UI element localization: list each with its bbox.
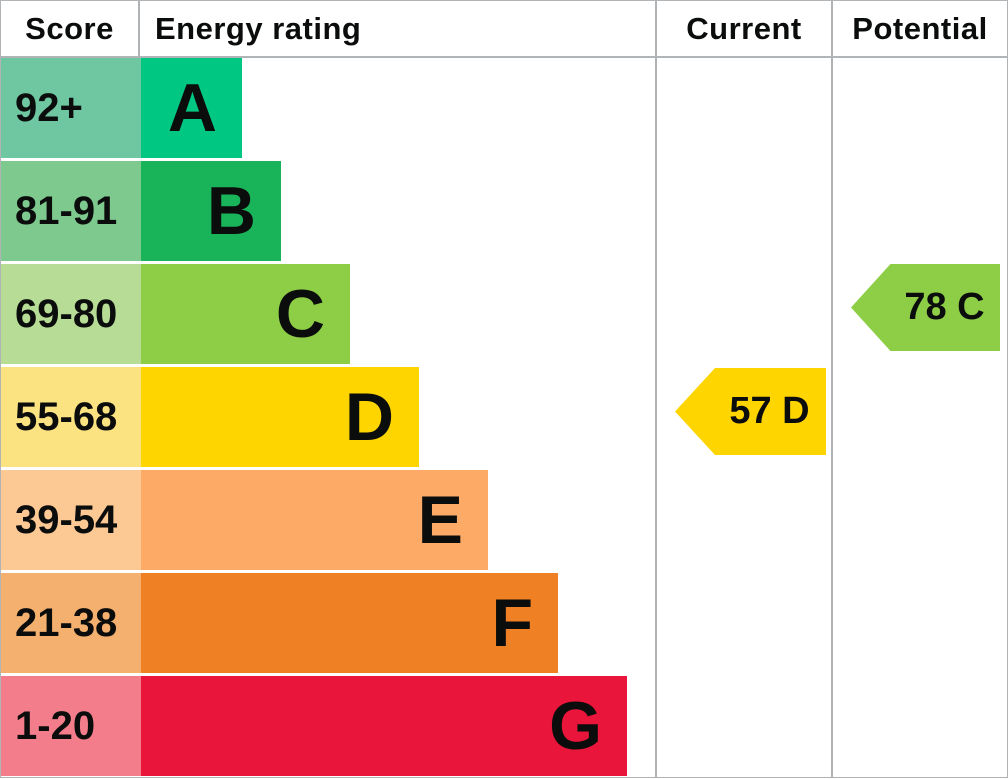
band-score-range: 39-54 — [1, 470, 141, 570]
chart-header-row: Score Energy rating Current Potential — [1, 1, 1007, 58]
current-rating-label: 57 D — [729, 390, 810, 432]
band-letter: F — [491, 585, 533, 661]
potential-column-header: Potential — [831, 1, 1007, 56]
band-bar: G — [141, 676, 627, 776]
score-column-header: Score — [1, 1, 140, 56]
band-row-g: 1-20 G — [1, 676, 1007, 779]
energy-rating-column-header: Energy rating — [155, 10, 362, 46]
current-column-header: Current — [655, 1, 831, 56]
band-letter: C — [275, 276, 325, 352]
band-bar: E — [141, 470, 488, 570]
chart-body: 92+ A 81-91 B 69-80 C 55-68 D 39-54 E 21… — [1, 58, 1007, 777]
band-score-range: 55-68 — [1, 367, 141, 467]
band-letter: E — [417, 482, 463, 558]
band-row-d: 55-68 D — [1, 367, 1007, 470]
band-score-range: 1-20 — [1, 676, 141, 776]
band-bar: C — [141, 264, 350, 364]
band-letter: A — [167, 70, 217, 146]
band-row-e: 39-54 E — [1, 470, 1007, 573]
band-bar: F — [141, 573, 558, 673]
band-bar: A — [141, 58, 242, 158]
current-column-divider — [655, 58, 657, 777]
band-row-a: 92+ A — [1, 58, 1007, 161]
band-score-range: 21-38 — [1, 573, 141, 673]
band-bar: B — [141, 161, 281, 261]
potential-column-divider — [831, 58, 833, 777]
band-score-range: 92+ — [1, 58, 141, 158]
potential-rating-label: 78 C — [904, 286, 985, 328]
band-row-f: 21-38 F — [1, 573, 1007, 676]
band-bar: D — [141, 367, 419, 467]
band-letter: G — [549, 688, 602, 764]
band-letter: B — [206, 173, 256, 249]
band-letter: D — [344, 379, 394, 455]
band-row-b: 81-91 B — [1, 161, 1007, 264]
band-score-range: 69-80 — [1, 264, 141, 364]
band-row-c: 69-80 C — [1, 264, 1007, 367]
band-score-range: 81-91 — [1, 161, 141, 261]
